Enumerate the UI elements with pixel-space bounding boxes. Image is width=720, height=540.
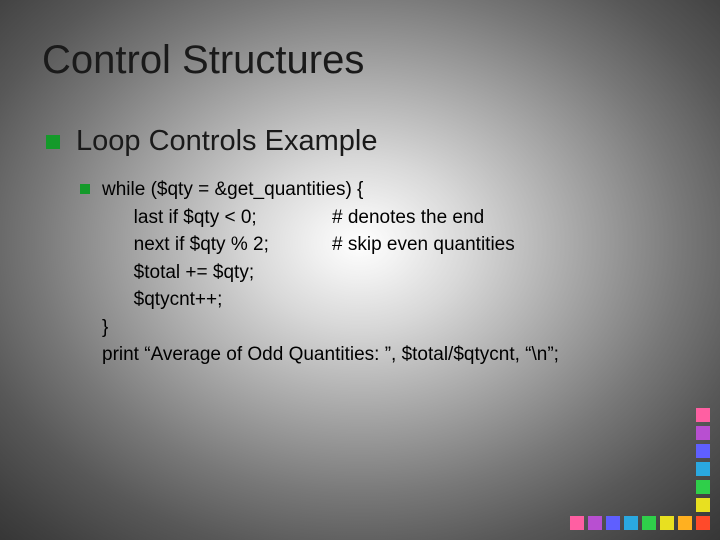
decor-square: [606, 516, 620, 530]
code-line: $total += $qty;: [102, 262, 254, 283]
code-comment: # denotes the end: [332, 207, 484, 228]
decor-square: [696, 498, 710, 512]
code-line: next if $qty % 2;: [102, 234, 269, 255]
decor-square: [696, 408, 710, 422]
code-line: }: [102, 317, 108, 338]
decor-square: [696, 426, 710, 440]
code-line: while ($qty = &get_quantities) {: [102, 179, 363, 200]
decor-square: [642, 516, 656, 530]
decor-square: [588, 516, 602, 530]
code-listing: while ($qty = &get_quantities) { last if…: [102, 176, 559, 369]
bullet-level1: Loop Controls Example: [46, 125, 678, 158]
decor-horizontal-squares: [570, 516, 710, 530]
slide: Control Structures Loop Controls Example…: [0, 0, 720, 540]
decor-square: [678, 516, 692, 530]
square-bullet-icon: [46, 135, 60, 149]
decor-square: [660, 516, 674, 530]
decor-square: [696, 516, 710, 530]
decor-square: [696, 480, 710, 494]
decor-square: [696, 444, 710, 458]
decor-square: [570, 516, 584, 530]
decor-square: [696, 462, 710, 476]
subtitle: Loop Controls Example: [76, 125, 377, 158]
square-bullet-icon: [80, 184, 90, 194]
code-line: $qtycnt++;: [102, 289, 222, 310]
bullet-level2: while ($qty = &get_quantities) { last if…: [80, 176, 678, 369]
page-title: Control Structures: [42, 38, 678, 83]
code-line: last if $qty < 0;: [102, 207, 257, 228]
decor-square: [624, 516, 638, 530]
code-comment: # skip even quantities: [332, 234, 515, 255]
code-line: print “Average of Odd Quantities: ”, $to…: [102, 344, 559, 365]
decor-vertical-squares: [696, 408, 710, 512]
